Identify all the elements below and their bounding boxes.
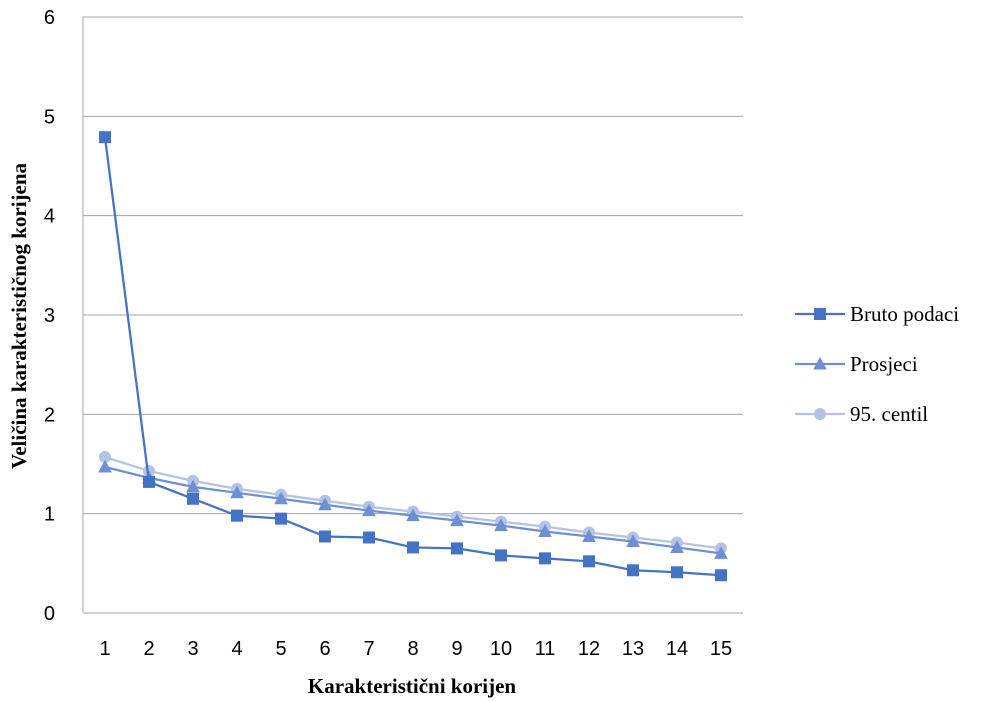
- y-tick-label: 4: [44, 206, 55, 228]
- x-tick-label: 11: [535, 638, 556, 660]
- x-tick-label: 5: [275, 638, 286, 660]
- x-tick-label: 1: [99, 638, 110, 660]
- data-point: [670, 540, 684, 553]
- data-point: [362, 503, 376, 517]
- x-tick-label: 2: [143, 638, 154, 660]
- y-tick-label: 0: [44, 603, 55, 625]
- data-point: [494, 518, 508, 532]
- y-tick-label: 1: [44, 504, 55, 526]
- x-tick-label: 10: [490, 638, 512, 660]
- data-point: [450, 513, 464, 527]
- data-point: [363, 531, 375, 544]
- data-point: [538, 524, 552, 538]
- data-point: [231, 509, 243, 522]
- x-axis-ticks: 1 2 3 4 5 6 7 8 9 10 11 12 13 14 15: [99, 638, 732, 660]
- data-point: [406, 508, 420, 522]
- data-point: [318, 497, 332, 511]
- x-tick-label: 6: [319, 638, 330, 660]
- legend-marker: [814, 308, 826, 320]
- data-point: [319, 530, 331, 543]
- data-point: [187, 492, 199, 505]
- data-point: [143, 475, 155, 488]
- data-point: [626, 534, 640, 547]
- data-point: [715, 569, 727, 582]
- x-axis-title: Karakteristični korijen: [308, 674, 517, 698]
- x-tick-label: 3: [187, 638, 198, 660]
- legend-marker: [814, 408, 826, 420]
- data-point: [98, 459, 112, 473]
- data-point: [275, 512, 287, 525]
- legend-label: Prosjeci: [850, 352, 918, 376]
- legend-item: Prosjeci: [795, 352, 918, 376]
- data-point: [230, 485, 244, 499]
- x-tick-label: 12: [578, 638, 600, 660]
- gridlines: [82, 16, 743, 614]
- y-axis-title: Veličina karakterističnog korijena: [7, 162, 31, 469]
- data-point: [539, 552, 551, 565]
- series-1: [99, 131, 727, 582]
- y-tick-label: 2: [44, 404, 55, 426]
- data-point: [627, 564, 639, 577]
- data-point: [99, 131, 111, 144]
- data-point: [671, 566, 683, 579]
- x-tick-label: 4: [231, 638, 242, 660]
- x-tick-label: 14: [666, 638, 688, 660]
- data-point: [582, 529, 596, 543]
- x-tick-label: 9: [451, 638, 462, 660]
- y-axis-ticks: 0 1 2 3 4 5 6: [44, 7, 55, 625]
- data-point: [451, 542, 463, 555]
- x-tick-label: 15: [710, 638, 732, 660]
- series-2: [98, 459, 728, 559]
- data-point: [583, 555, 595, 568]
- y-tick-label: 3: [44, 305, 55, 327]
- legend-marker: [813, 356, 827, 370]
- x-tick-label: 8: [407, 638, 418, 660]
- legend-item: 95. centil: [795, 402, 928, 426]
- y-tick-label: 6: [44, 7, 55, 29]
- data-point: [186, 479, 200, 493]
- legend-item: Bruto podaci: [795, 302, 959, 326]
- y-tick-label: 5: [44, 106, 55, 128]
- x-tick-label: 7: [363, 638, 374, 660]
- legend-label: Bruto podaci: [850, 302, 959, 326]
- data-point: [407, 541, 419, 554]
- x-tick-label: 13: [622, 638, 644, 660]
- data-point: [714, 546, 728, 559]
- series-group: [98, 131, 728, 582]
- legend-label: 95. centil: [850, 402, 928, 426]
- data-point: [495, 549, 507, 562]
- legend: Bruto podaci Prosjeci 95. centil: [795, 302, 959, 426]
- data-point: [274, 491, 288, 505]
